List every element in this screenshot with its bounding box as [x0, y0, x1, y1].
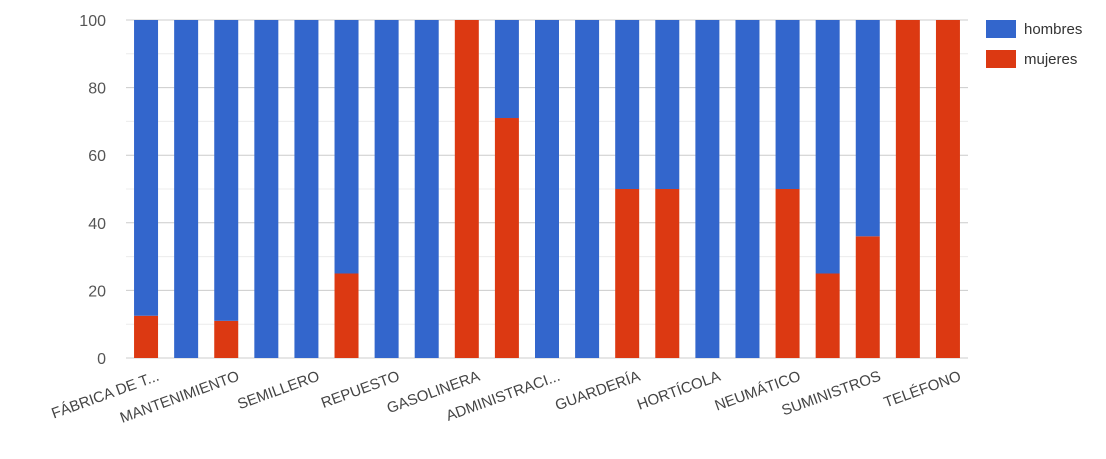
legend-label-hombres: hombres — [1024, 21, 1082, 38]
x-axis: FÁBRICA DE T...MANTENIMIENTOSEMILLEROREP… — [49, 368, 963, 427]
bar-hombres-13[interactable] — [655, 20, 680, 189]
bar-hombres-3[interactable] — [254, 20, 279, 358]
y-axis: 0 20 40 60 80 100 — [79, 13, 106, 368]
y-tick-label: 100 — [79, 13, 106, 30]
bars — [134, 20, 960, 359]
bar-mujeres-2[interactable] — [214, 320, 239, 358]
x-category-label: TELÉFONO — [882, 368, 964, 412]
bar-hombres-16[interactable] — [775, 20, 800, 189]
bar-mujeres-0[interactable] — [134, 315, 159, 358]
legend: hombres mujeres — [986, 20, 1082, 68]
bar-mujeres-19[interactable] — [895, 20, 920, 358]
bar-mujeres-5[interactable] — [334, 273, 359, 359]
y-tick-label: 20 — [88, 283, 106, 300]
bar-mujeres-12[interactable] — [615, 189, 640, 358]
bar-mujeres-13[interactable] — [655, 189, 680, 358]
bar-hombres-4[interactable] — [294, 20, 319, 358]
x-category-label: GUARDERÍA — [553, 368, 643, 414]
x-category-label: SEMILLERO — [235, 368, 322, 413]
x-category-label: HORTÍCOLA — [635, 368, 723, 414]
bar-hombres-6[interactable] — [374, 20, 399, 358]
bar-mujeres-18[interactable] — [855, 236, 880, 358]
bar-mujeres-16[interactable] — [775, 189, 800, 358]
bar-hombres-0[interactable] — [134, 20, 159, 316]
y-tick-label: 0 — [97, 351, 106, 368]
bar-hombres-1[interactable] — [174, 20, 199, 358]
bar-hombres-11[interactable] — [575, 20, 600, 358]
bar-hombres-12[interactable] — [615, 20, 640, 189]
legend-label-mujeres: mujeres — [1024, 51, 1077, 68]
legend-swatch-hombres — [986, 20, 1016, 38]
bar-hombres-2[interactable] — [214, 20, 239, 321]
y-tick-label: 60 — [88, 148, 106, 165]
bar-mujeres-17[interactable] — [815, 273, 840, 359]
y-tick-label: 80 — [88, 81, 106, 98]
bar-hombres-18[interactable] — [855, 20, 880, 237]
bar-hombres-10[interactable] — [535, 20, 559, 358]
bar-mujeres-8[interactable] — [454, 20, 479, 358]
bar-mujeres-9[interactable] — [494, 118, 519, 359]
y-tick-label: 40 — [88, 216, 106, 233]
bar-hombres-15[interactable] — [735, 20, 760, 358]
bar-hombres-7[interactable] — [414, 20, 439, 358]
bar-hombres-9[interactable] — [494, 20, 519, 119]
bar-hombres-14[interactable] — [695, 20, 720, 358]
legend-swatch-mujeres — [986, 50, 1016, 68]
bar-hombres-5[interactable] — [334, 20, 359, 274]
bar-hombres-17[interactable] — [815, 20, 840, 274]
bar-mujeres-20[interactable] — [935, 20, 960, 358]
